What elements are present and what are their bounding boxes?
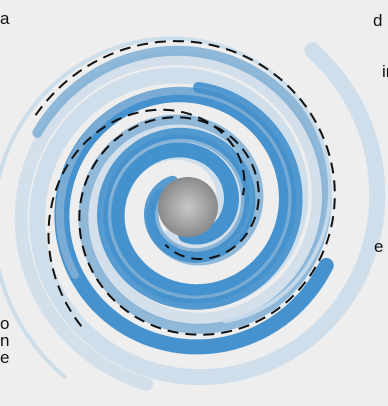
spiral-band-7 [0, 36, 333, 379]
text-fragment-left-3: e [0, 348, 10, 367]
spiral-center [158, 177, 218, 237]
dashed-guide-1 [34, 40, 336, 336]
text-fragment-left-2: n [0, 331, 10, 350]
text-fragment-top-left: a [0, 9, 10, 28]
text-fragment-right-lower: e [374, 237, 384, 256]
text-fragment-right-upper: in [382, 62, 388, 81]
text-fragment-left-1: o [0, 314, 10, 333]
text-fragment-top-right: d [373, 11, 383, 30]
spiral-bands [0, 36, 386, 391]
spiral-band-6 [96, 82, 303, 310]
dashed-guide-lines [34, 40, 336, 336]
dashed-guide-2 [47, 108, 246, 327]
